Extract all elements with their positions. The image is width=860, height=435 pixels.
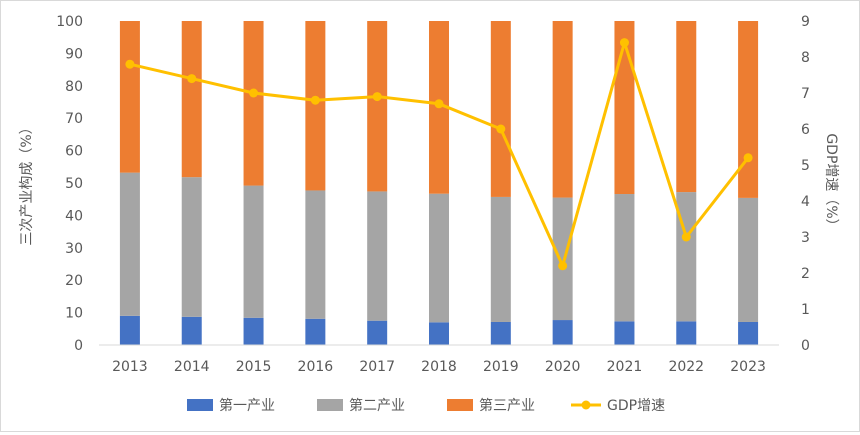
bar-segment [181, 177, 202, 317]
bar-segment [429, 193, 449, 323]
y-tick-label-left: 100 [56, 14, 83, 30]
bar-segment [305, 190, 326, 319]
bar-segment [119, 172, 140, 316]
gdp-growth-point [434, 99, 444, 109]
legend: 第一产业 第二产业 第三产业 GDP增速 [187, 397, 665, 414]
y-tick-label-left: 60 [65, 144, 83, 160]
legend-swatch [187, 399, 213, 411]
bar-segment [243, 21, 264, 186]
y-tick-label-right: 4 [801, 194, 810, 210]
y-tick-label-right: 1 [801, 302, 810, 318]
y-axis-title-right: GDP增速（%） [823, 133, 839, 232]
y-tick-label-right: 6 [801, 122, 810, 138]
bar-segment [243, 317, 264, 345]
legend-swatch-marker [581, 400, 591, 410]
legend-label: GDP增速 [607, 398, 665, 414]
bar-segment [490, 322, 511, 345]
gdp-growth-point [125, 59, 135, 69]
gdp-growth-point [681, 232, 691, 242]
y-tick-label-left: 70 [65, 111, 83, 127]
bar-segment [181, 316, 202, 345]
gdp-growth-point [249, 88, 259, 98]
y-tick-label-left: 0 [74, 338, 83, 354]
x-tick-label: 2018 [421, 359, 457, 375]
bar-segment [676, 321, 697, 345]
y-tick-label-left: 40 [65, 208, 83, 224]
x-tick-label: 2014 [174, 359, 210, 375]
bar-segment [119, 21, 140, 173]
x-tick-label: 2016 [298, 359, 334, 375]
bar-segment [552, 197, 573, 321]
bars-layer [119, 21, 759, 345]
y-tick-label-left: 10 [65, 306, 83, 322]
axis-layer: 0 10 20 30 40 50 60 70 80 90 100 0 1 2 3 4 5 6 7 8 9 2013 2014… [19, 14, 839, 375]
legend-label: 第一产业 [219, 397, 275, 414]
legend-swatch [447, 399, 473, 411]
bar-segment [305, 21, 326, 191]
legend-label: 第三产业 [479, 397, 535, 414]
y-tick-label-left: 50 [65, 176, 83, 192]
x-tick-label: 2023 [730, 359, 766, 375]
legend-swatch [317, 399, 343, 411]
y-tick-label-right: 5 [801, 158, 810, 174]
line-layer [125, 38, 753, 271]
bar-segment [614, 321, 635, 345]
bar-segment [305, 318, 326, 345]
y-tick-label-right: 3 [801, 230, 810, 246]
y-tick-label-left: 20 [65, 273, 83, 289]
gdp-growth-point [310, 95, 320, 105]
gdp-growth-point [619, 38, 629, 48]
gdp-growth-point [743, 153, 753, 163]
y-tick-label-right: 9 [801, 14, 810, 30]
bar-segment [676, 21, 697, 193]
legend-label: 第二产业 [349, 397, 405, 414]
y-tick-label-left: 90 [65, 46, 83, 62]
x-tick-label: 2020 [545, 359, 581, 375]
y-tick-label-right: 2 [801, 266, 810, 282]
bar-segment [119, 315, 140, 345]
bar-segment [738, 197, 759, 322]
bar-segment [243, 185, 264, 318]
gdp-growth-point [496, 124, 506, 134]
x-tick-label: 2013 [112, 359, 148, 375]
y-axis-title-left: 三次产业构成（%） [19, 120, 35, 245]
y-tick-label-left: 80 [65, 79, 83, 95]
bar-segment [367, 21, 388, 192]
bar-segment [367, 191, 388, 321]
y-tick-label-right: 7 [801, 86, 810, 102]
y-tick-label-right: 0 [801, 338, 810, 354]
bar-segment [367, 320, 388, 345]
x-tick-label: 2017 [359, 359, 395, 375]
gdp-growth-point [372, 92, 382, 102]
bar-segment [738, 21, 759, 198]
x-tick-label: 2015 [236, 359, 272, 375]
bar-segment [181, 21, 202, 178]
bar-segment [552, 21, 573, 198]
bar-segment [429, 322, 449, 345]
gdp-growth-point [558, 261, 568, 271]
bar-segment [614, 194, 635, 322]
gdp-growth-point [187, 74, 197, 84]
bar-segment [490, 21, 511, 197]
y-tick-label-left: 30 [65, 241, 83, 257]
x-tick-label: 2022 [668, 359, 704, 375]
x-tick-label: 2019 [483, 359, 519, 375]
y-tick-label-right: 8 [801, 50, 810, 66]
bar-segment [738, 322, 759, 345]
bar-segment [490, 196, 511, 322]
x-tick-label: 2021 [607, 359, 643, 375]
bar-segment [552, 320, 573, 345]
